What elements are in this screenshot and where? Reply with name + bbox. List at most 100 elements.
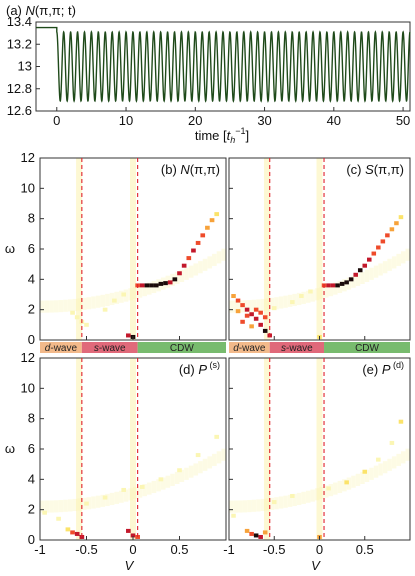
panel-c-haze-cell [364, 269, 370, 282]
panel-c-peak-5 [253, 316, 259, 321]
panel-c-haze-cell [387, 258, 392, 271]
panel-d-peak-9 [84, 501, 89, 506]
panel-d-peak-3 [65, 527, 71, 532]
panel-e-peak-14 [398, 419, 404, 424]
panel-b-haze-cell [119, 290, 124, 303]
panel-a-title: (a) N(π,π; t) [6, 3, 76, 18]
panel-e-haze-cell [274, 497, 279, 510]
panel-e-haze-cell [337, 480, 343, 494]
panel-e-haze-cell [324, 485, 329, 498]
panel-c-haze-cell [369, 267, 374, 280]
panel-b-haze-cell [95, 295, 101, 308]
panel-a-ytick-label-3: 13.2 [7, 36, 32, 51]
panel-b-peak-14 [191, 248, 196, 253]
panel-b-haze-cell [100, 294, 106, 307]
panel-d-peak-15 [195, 453, 201, 458]
panel-d-peak-12 [139, 484, 145, 489]
panel-b-peak-16 [200, 233, 206, 238]
panel-d-peak-0 [70, 530, 75, 535]
panel-b-peak-5 [149, 283, 154, 288]
panel-d-haze-cell [170, 473, 175, 486]
panel-d-ytick-label-6: 12 [21, 350, 35, 365]
panel-c-peak-1 [235, 298, 241, 303]
panel-d-haze-cell [165, 475, 171, 488]
panel-e-haze-cell [373, 465, 379, 478]
panel-d-peak-5 [130, 533, 136, 538]
panel-c-haze-cell [310, 289, 315, 302]
panel-d-peak-4 [126, 528, 131, 533]
panel-b-peak-15 [195, 240, 201, 245]
panel-e-haze-cell [342, 479, 347, 492]
panel-d-haze-cell [95, 495, 101, 508]
panel-e-haze-cell [360, 471, 365, 485]
panel-e-haze-cell [233, 500, 239, 513]
panel-c-haze-cell [391, 256, 397, 269]
panel-a-series-line [36, 26, 411, 103]
panel-d-haze-cell [202, 458, 208, 471]
panel-b-haze-cell [81, 297, 87, 310]
panel-c-haze-cell [373, 265, 379, 278]
panel-c-haze-cell [351, 275, 356, 288]
panel-d-ytick-label-4: 8 [28, 411, 35, 426]
panel-c-haze-cell [305, 290, 311, 303]
panel-e-haze-cell [301, 491, 306, 504]
panel-e-haze-cell [351, 475, 356, 488]
panel-c-haze-cell [342, 279, 347, 292]
panel-c-haze-cell [396, 253, 401, 266]
panel-e-peak-0 [249, 531, 254, 536]
panel-e-haze-cell [242, 500, 248, 513]
panel-c-peak-36 [290, 300, 295, 305]
phase-band-label-0-0: d-wave [45, 343, 78, 354]
panel-d-haze-cell [142, 484, 147, 497]
panel-e-haze-cell [305, 490, 311, 503]
panel-e-haze-cell [251, 499, 257, 512]
panel-d-xlabel: V [125, 558, 135, 573]
panel-b-peak-9 [167, 280, 173, 285]
panel-b-peak-18 [209, 218, 215, 223]
panel-a-xtick-label-20: 20 [188, 113, 202, 128]
panel-c-haze-cell [229, 300, 234, 313]
panel-c-haze-cell [333, 282, 338, 295]
panel-c-peak-14 [235, 309, 241, 314]
panel-a-xlabel: time [th−1] [195, 126, 249, 145]
phase-band-1-0 [229, 342, 270, 353]
panel-d-peak-10 [102, 495, 108, 500]
panel-e-haze-cell [296, 492, 302, 506]
panel-c-peak-25 [357, 268, 363, 273]
panel-c-peak-15 [249, 324, 254, 329]
panel-b-peak-26 [121, 292, 127, 297]
panel-b-haze-cell [188, 265, 194, 278]
panel-c-peak-31 [385, 233, 390, 238]
panel-e-peak-9 [326, 486, 331, 491]
phase-band-label-1-1: s-wave [281, 343, 313, 354]
panel-e-haze-cell [278, 496, 284, 509]
panel-c-haze-cell [278, 296, 284, 309]
panel-c-peak-4 [249, 312, 254, 317]
phase-band-1-2 [324, 342, 410, 353]
panel-b-haze-cell [53, 300, 59, 313]
panel-b-haze-cell [198, 261, 203, 274]
panel-a-ytick-label-2: 13 [18, 59, 32, 74]
panel-c-haze-cell [382, 261, 388, 274]
panel-d-haze-cell [221, 448, 226, 461]
panel-d-haze-cell [193, 463, 199, 476]
panel-b-peak-17 [205, 225, 210, 230]
panel-b-peak-8 [163, 281, 168, 286]
panel-a-xtick-label-10: 10 [119, 113, 133, 128]
panel-d-ytick-label-3: 6 [28, 441, 35, 456]
panel-c-haze-cell [233, 300, 239, 313]
panel-c-haze-cell [269, 297, 275, 310]
panel-e-haze-cell [283, 495, 288, 508]
panel-b-glow-column-1 [130, 158, 136, 340]
panel-d-haze-cell [44, 500, 50, 513]
panel-e-glow-column-1 [316, 358, 323, 540]
panel-b-haze-cell [212, 253, 217, 266]
panel-c-peak-19 [330, 283, 336, 288]
panel-d-haze-cell [58, 500, 64, 513]
panel-e-haze-cell [355, 473, 361, 486]
panel-b-haze-cell [67, 299, 73, 312]
panel-d-haze-cell [184, 467, 189, 480]
panel-b-haze-cell [184, 267, 189, 280]
phase-band-label-0-1: s-wave [94, 343, 126, 354]
panel-a-ytick-label-1: 12.8 [7, 81, 32, 96]
